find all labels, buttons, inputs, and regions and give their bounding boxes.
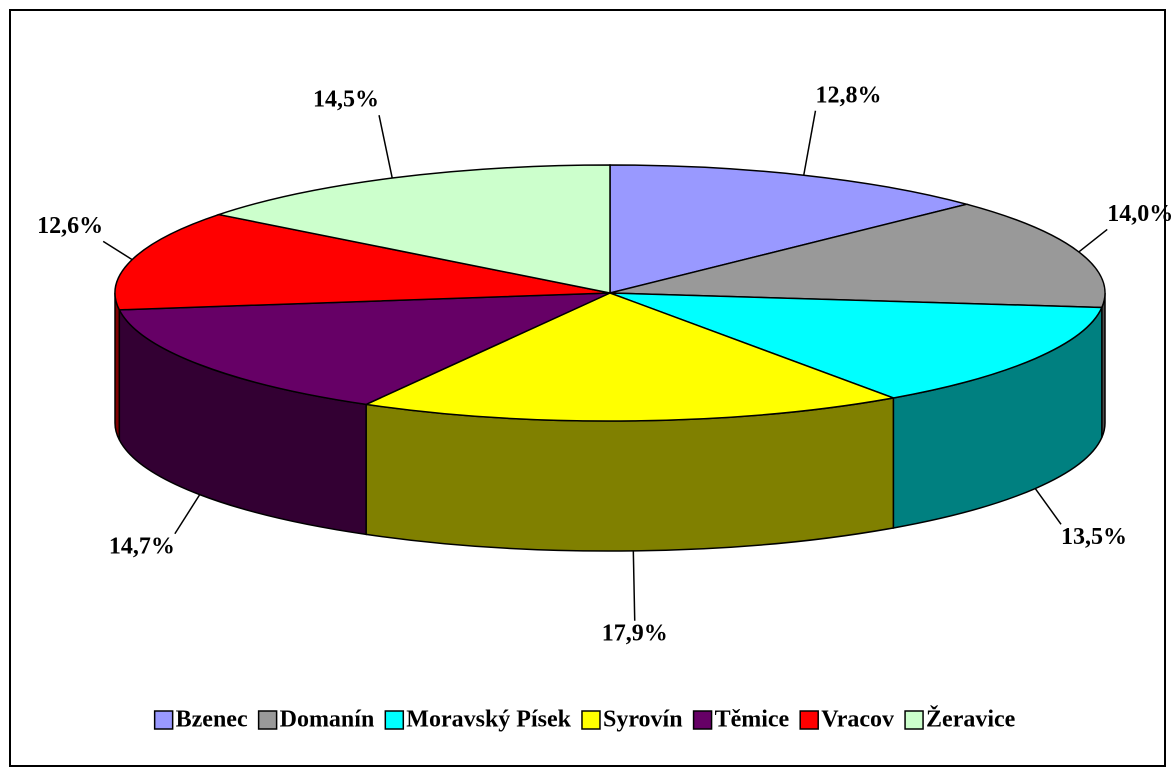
data-label: 13,5% — [1061, 524, 1127, 550]
legend-label: Syrovín — [603, 707, 683, 733]
legend-swatch — [692, 710, 713, 730]
slice — [118, 292, 611, 406]
legend-label: Těmice — [715, 707, 790, 733]
leader-line — [102, 240, 133, 261]
data-label: 14,7% — [109, 533, 175, 559]
legend-swatch — [384, 710, 405, 730]
data-label: 17,9% — [602, 620, 668, 646]
legend-label: Bzenec — [176, 707, 248, 733]
legend-swatch — [799, 710, 819, 730]
slice — [215, 164, 611, 294]
legend-label: Vracov — [821, 707, 894, 733]
data-label: 14,5% — [313, 87, 379, 113]
data-label: 12,6% — [37, 213, 103, 239]
legend-swatch — [581, 710, 601, 730]
leader-line — [632, 550, 636, 621]
data-label: 12,8% — [815, 82, 881, 108]
data-label: 14,0% — [1107, 201, 1173, 227]
slice — [114, 213, 611, 311]
legend-label: Moravský Písek — [406, 707, 571, 733]
leader-line — [378, 115, 393, 179]
leader-line — [174, 494, 201, 535]
slice-side — [114, 292, 121, 441]
legend-swatch — [904, 710, 924, 730]
slice — [609, 292, 1103, 399]
leader-line — [1078, 228, 1108, 253]
slice — [363, 292, 897, 422]
legend-label: Žeravice — [926, 706, 1016, 733]
leader-line — [802, 110, 817, 176]
legend-label: Domanín — [280, 707, 375, 733]
legend-swatch — [153, 710, 174, 730]
leader-line — [1034, 488, 1062, 525]
legend-swatch — [257, 710, 278, 730]
